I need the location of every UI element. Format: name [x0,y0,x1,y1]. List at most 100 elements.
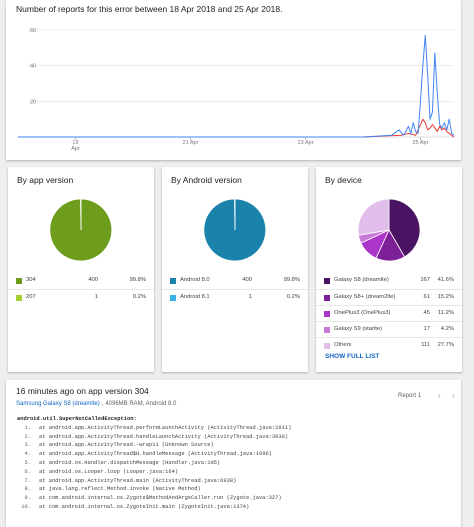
stack-frame: 10. at com.android.internal.os.ZygoteInit… [17,504,457,513]
frame-number: 2. [24,433,31,440]
legend-percent: 99.8% [283,277,300,283]
x-tick-sublabel: Apr [71,146,80,152]
legend-row: OnePlus3 (OnePlus3) 45 11.2% [316,305,462,321]
legend-label: 304 [26,277,36,283]
chevron-left-icon[interactable]: ‹ [438,391,441,400]
legend-row: Galaxy S8+ (dream2lte) 61 15.2% [316,289,462,305]
android-version-table: Android 8.0 400 99.8% Android 8.1 1 0.2% [162,273,308,305]
android-version-title: By Android version [171,175,242,185]
stack-trace: android.util.SuperNotCalledException: 1.… [17,416,457,513]
reports-trend-card: 60 40 20 19 21 Apr 23 Apr 25 Apr Apr Number of … [6,0,461,160]
legend-percent: 0.2% [132,294,146,300]
legend-row: Others 111 27.7% [316,337,462,353]
x-tick-label: 21 Apr [183,140,199,146]
device-title: By device [325,175,362,185]
legend-percent: 11.2% [437,310,454,316]
legend-percent: 15.2% [437,294,454,300]
stack-frame: 7. at android.app.ActivityThread.main (Ac… [17,478,457,487]
stack-frame: 3. at android.app.ActivityThread.-wrap11 … [17,442,457,451]
frame-number: 7. [24,477,31,484]
frame-number: 8. [24,486,31,493]
app-version-title: By app version [17,175,74,185]
series-line-blue [18,34,455,138]
legend-row: Galaxy S9 (starlte) 17 4.2% [316,321,462,337]
legend-row: Galaxy S8 (dreamlte) 167 41.6% [316,273,462,289]
stack-frame: 6. at android.os.Looper.loop (Looper.java… [17,469,457,478]
device-link[interactable]: Samsung Galaxy S8 (dreamlte) [16,401,100,407]
legend-count: 400 [242,277,252,283]
frame-number: 6. [24,468,31,475]
legend-count: 17 [423,326,430,332]
y-tick-label: 60 [30,28,36,34]
stack-frame: 8. at java.lang.reflect.Method.invoke (Na… [17,486,457,495]
legend-percent: 27.7% [437,342,454,348]
legend-percent: 0.2% [286,294,300,300]
series-line-red [18,118,455,138]
frame-number: 3. [24,442,31,449]
report-detail-card: 16 minutes ago on app version 304 Samsun… [6,380,461,527]
legend-count: 1 [248,294,252,300]
legend-row: 304 400 99.8% [8,273,154,289]
frame-text: at android.os.Looper.loop (Looper.java:1… [39,468,179,475]
legend-row: 207 1 0.2% [8,289,154,305]
pie-slice [357,198,390,236]
stack-frame: 2. at android.app.ActivityThread.handleLa… [17,434,457,443]
device-pie-chart [357,198,421,262]
app-version-panel: By app version 304 400 99.8% 207 1 0.2% [8,167,154,372]
report-title: 16 minutes ago on app version 304 [16,386,149,396]
frame-number: 10. [21,503,31,510]
legend-count: 167 [420,277,430,283]
exception-line: android.util.SuperNotCalledException: [17,416,457,425]
device-spec-text: , 4096MB RAM, Android 8.0 [102,401,177,407]
legend-swatch [16,295,22,301]
legend-label: Android 8.1 [180,294,210,300]
legend-percent: 99.8% [129,277,146,283]
app-version-table: 304 400 99.8% 207 1 0.2% [8,273,154,305]
legend-label: Galaxy S9 (starlte) [334,326,382,332]
legend-swatch [324,327,330,333]
legend-label: 207 [26,294,36,300]
legend-count: 111 [421,342,430,348]
frame-text: at android.app.ActivityThread.-wrap11 (U… [39,442,214,449]
legend-percent: 4.2% [440,326,454,332]
legend-label: OnePlus3 (OnePlus3) [334,310,391,316]
legend-swatch [170,295,176,301]
android-version-pie-chart [203,198,267,262]
legend-label: Galaxy S8+ (dream2lte) [334,294,396,300]
legend-label: Galaxy S8 (dreamlte) [334,277,389,283]
frame-text: at com.android.internal.os.ZygoteInit.ma… [39,503,250,510]
device-panel: By device Galaxy S8 (dreamlte) 167 41.6% Ga… [316,167,462,372]
x-tick-label: 25 Apr [413,140,429,146]
stack-frame: 1. at android.app.ActivityThread.performL… [17,425,457,434]
frame-text: at android.app.ActivityThread.performLau… [39,424,292,431]
legend-row: Android 8.0 400 99.8% [162,273,308,289]
frame-text: at android.os.Handler.dispatchMessage (H… [39,459,221,466]
show-full-list-button[interactable]: SHOW FULL LIST [325,353,380,360]
legend-label: Android 8.0 [180,277,210,283]
legend-label: Others [334,342,352,348]
x-tick-label: 23 Apr [298,140,314,146]
report-number: Report 1 [398,393,422,399]
legend-count: 1 [94,294,98,300]
legend-percent: 41.6% [437,277,454,283]
stack-frame: 4. at android.app.ActivityThread$H.handle… [17,451,457,460]
legend-swatch [324,278,330,284]
stack-frame: 5. at android.os.Handler.dispatchMessage … [17,460,457,469]
legend-count: 61 [423,294,430,300]
legend-count: 45 [423,310,430,316]
legend-swatch [170,278,176,284]
reports-trend-chart: 60 40 20 19 21 Apr 23 Apr 25 Apr Apr [18,28,455,152]
legend-swatch [324,295,330,301]
frame-text: at android.app.ActivityThread.main (Acti… [39,477,237,484]
frame-number: 9. [24,495,31,502]
frame-text: at com.android.internal.os.Zygote$Method… [39,495,282,502]
chevron-right-icon[interactable]: › [452,391,455,400]
legend-row: Android 8.1 1 0.2% [162,289,308,305]
legend-swatch [324,343,330,349]
legend-count: 400 [88,277,98,283]
app-version-pie-chart [49,198,113,262]
frame-number: 5. [24,459,31,466]
legend-swatch [324,311,330,317]
frame-text: at android.app.ActivityThread$H.handleMe… [39,451,272,458]
frame-text: at java.lang.reflect.Method.invoke (Nati… [39,486,201,493]
